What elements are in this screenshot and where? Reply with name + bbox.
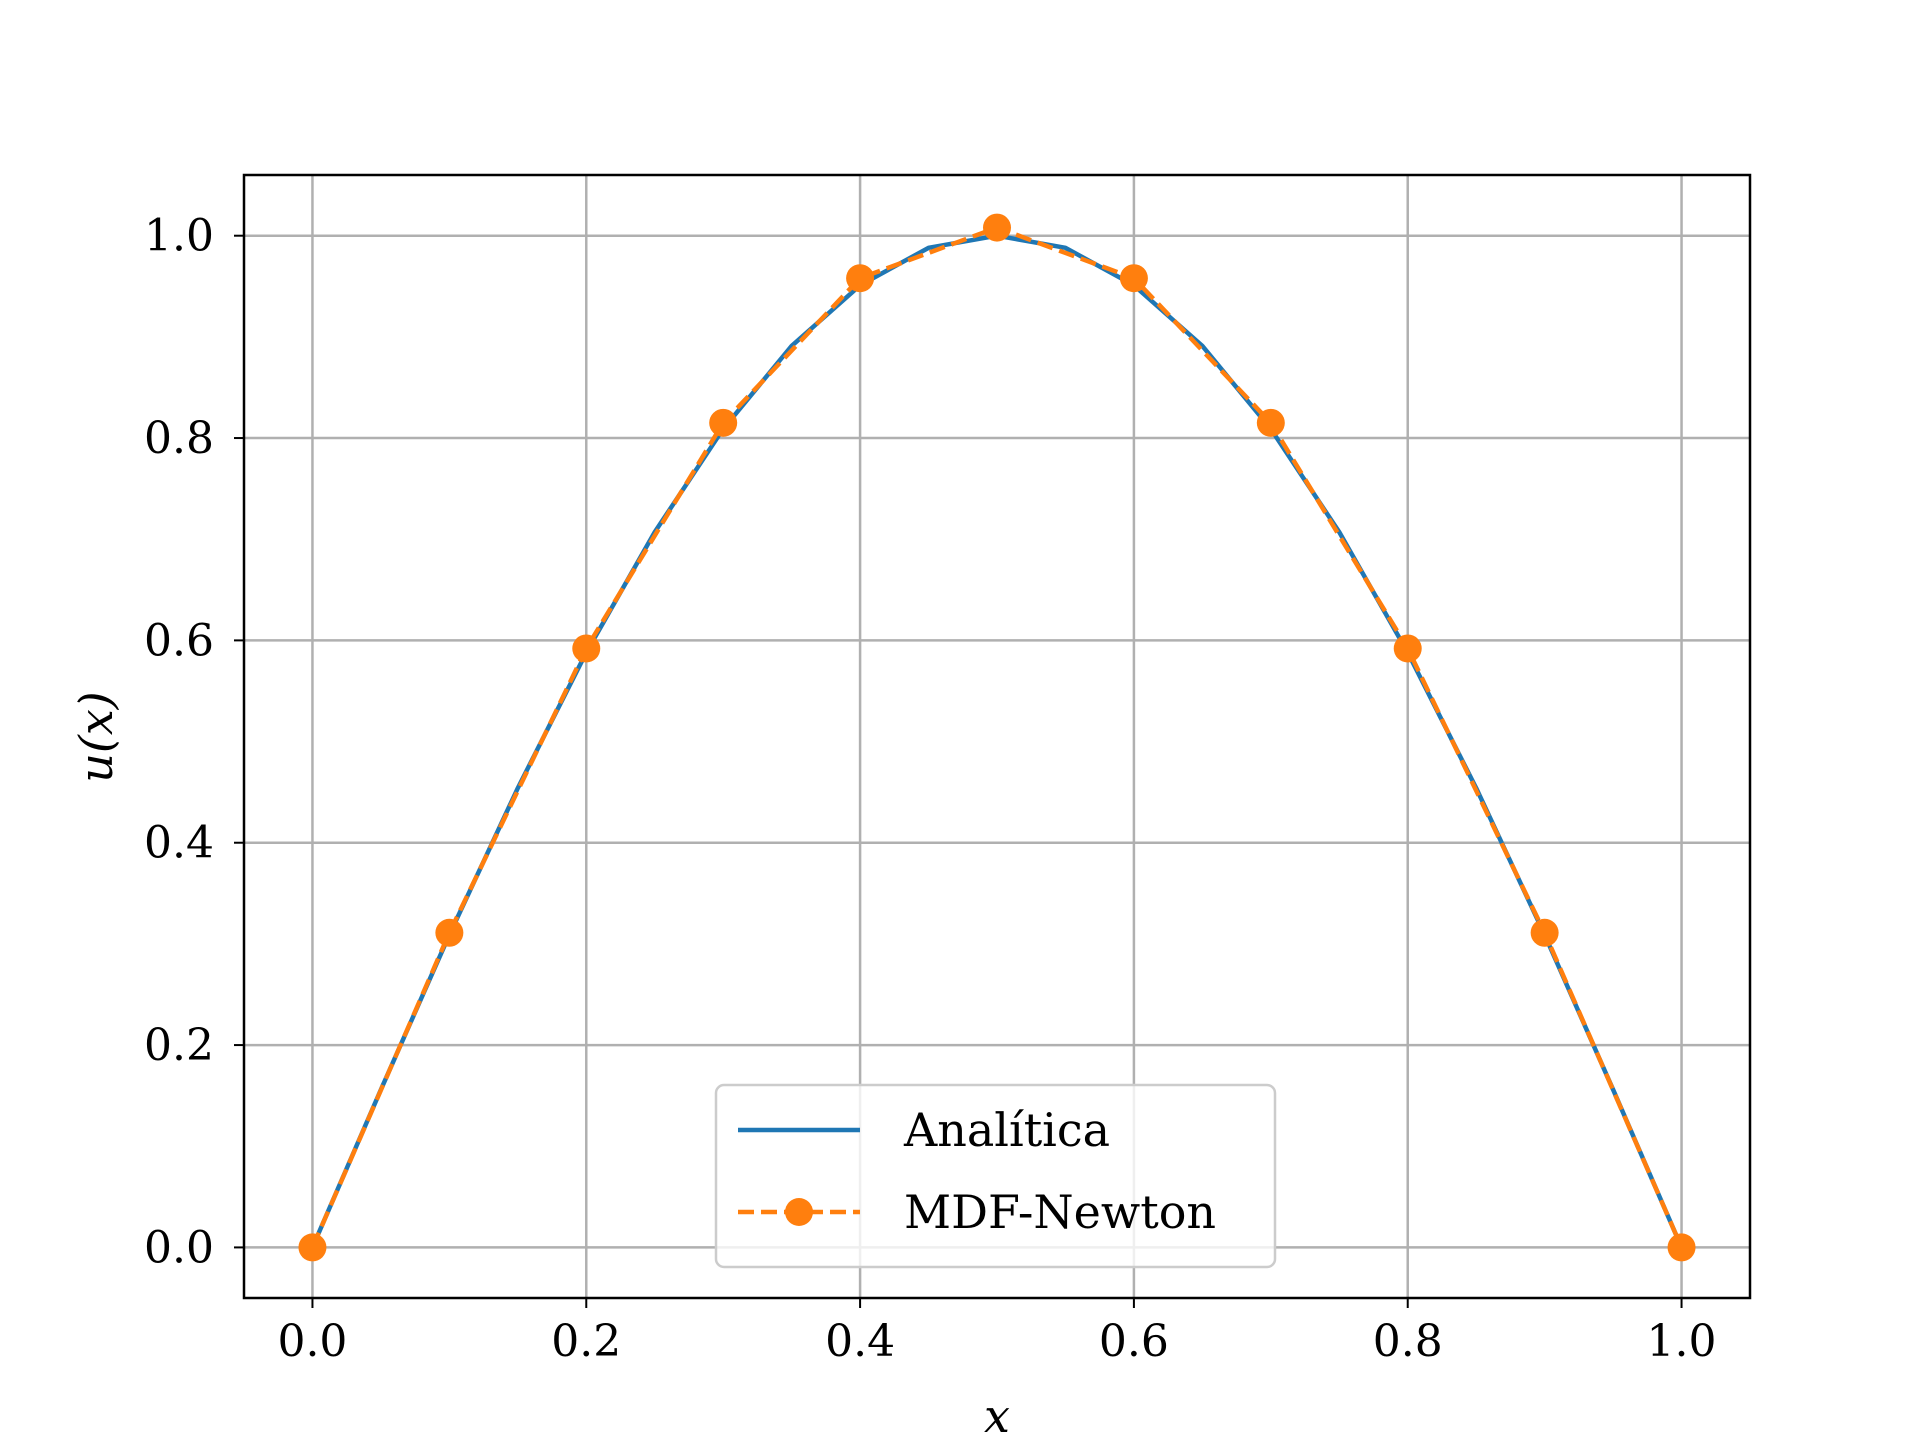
y-tick-label: 0.2	[144, 1020, 214, 1071]
y-tick-label: 0.6	[144, 615, 214, 666]
data-point-mdf-newton	[572, 634, 601, 663]
x-tick-label: 0.4	[825, 1316, 895, 1367]
x-tick-label: 0.8	[1373, 1316, 1443, 1367]
y-tick-label: 0.8	[144, 413, 214, 464]
legend-label-mdf-newton: MDF-Newton	[904, 1185, 1216, 1239]
data-point-mdf-newton	[1256, 408, 1285, 437]
data-point-mdf-newton	[298, 1233, 327, 1262]
data-point-mdf-newton	[1393, 634, 1422, 663]
data-point-mdf-newton	[983, 213, 1011, 242]
x-tick-label: 0.6	[1099, 1316, 1169, 1367]
data-point-mdf-newton	[1119, 264, 1148, 293]
x-axis-label: x	[984, 1389, 1010, 1440]
legend: Analítica MDF-Newton	[714, 1083, 1277, 1269]
y-tick-label: 0.4	[144, 818, 214, 869]
x-tick-label: 0.2	[551, 1316, 621, 1367]
x-tick-label: 0.0	[277, 1316, 347, 1367]
y-axis-label: u(x)	[69, 691, 123, 782]
plot-area-frame	[242, 173, 1752, 1300]
axis-ticks: 0.0 0.2 0.4 0.6 0.8 1.0 0.0 0.2 0.4 0.6 0.8 1.0	[144, 211, 1717, 1367]
data-point-mdf-newton	[435, 918, 464, 947]
data-point-mdf-newton	[1667, 1233, 1696, 1262]
grid	[244, 175, 1750, 1298]
data-point-mdf-newton	[709, 408, 738, 437]
y-tick-label: 1.0	[144, 211, 214, 262]
x-tick-label: 1.0	[1647, 1316, 1717, 1367]
legend-marker-mdf-newton	[785, 1198, 813, 1226]
y-tick-label: 0.0	[144, 1222, 214, 1273]
data-point-mdf-newton	[846, 264, 875, 293]
data-point-mdf-newton	[1530, 918, 1559, 947]
legend-label-analitica: Analítica	[903, 1103, 1110, 1157]
plot-series	[298, 213, 1696, 1262]
